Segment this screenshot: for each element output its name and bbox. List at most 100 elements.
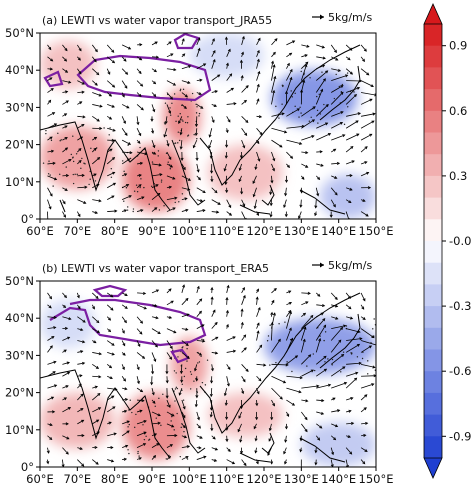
vector-arrow [331,324,347,330]
stipple-dot [131,411,133,414]
vector-arrow [345,187,353,191]
colorbar-tick-label: 0.6 [449,104,467,118]
vector-arrow [62,199,66,205]
vector-arrow [301,135,315,141]
stipple-dot [181,193,184,195]
stipple-dot [342,351,345,353]
vector-arrow [286,387,302,394]
vector-arrow [360,345,373,353]
vector-arrow [47,175,58,181]
vector-arrow [136,173,142,177]
y-tick-label: 50°N [5,274,34,288]
vector-arrow [77,434,85,438]
vector-arrow [255,411,259,421]
vector-arrow [121,420,130,425]
x-tick-label: 130°E [284,472,319,486]
vector-arrow [194,364,198,372]
x-tick-label: 80°E [101,472,129,486]
stipple-dot [122,160,124,162]
vector-arrow [286,52,293,58]
vector-arrow [106,328,112,333]
panel-a-reference-vector: 5kg/m/s [312,11,372,24]
y-tick-label: 50°N [5,26,34,40]
vector-arrow [252,175,257,185]
stipple-dot [103,127,105,129]
vector-arrow [107,182,117,189]
vector-arrow [301,314,314,329]
stipple-dot [89,178,91,180]
colorbar-ticks: 0.9 0.6 0.3 -0.0 -0.3 -0.6 -0.9 [442,39,471,443]
vector-arrow [47,315,57,319]
vector-arrow [62,100,69,105]
vector-arrow [92,445,98,450]
vector-arrow [360,199,366,202]
stipple-dot [181,119,183,121]
colorbar-level [424,89,442,112]
stipple-dot [300,70,302,73]
vector-arrow [192,139,198,149]
stipple-dot [175,372,177,374]
vector-arrow [330,353,345,365]
vector-arrow [77,447,83,450]
vector-arrow [77,56,81,61]
stipple-dot [127,449,129,451]
vector-arrow [62,159,72,165]
vector-arrow [284,423,288,430]
vector-arrow [136,457,142,461]
colorbar-level [424,197,442,220]
vector-arrow [106,406,116,413]
stipple-dot [327,358,329,360]
vector-arrow [329,211,333,218]
vector-arrow [122,398,129,402]
vector-arrow [106,316,112,321]
colorbar-level [424,284,442,307]
y-tick-label: 30°N [5,348,34,362]
panel-b-axes: 60°E 70°E 80°E 90°E 100°E 110°E 120°E 130°E 140°… [5,274,393,486]
stipple-dot [128,423,130,426]
vector-arrow [92,199,102,203]
vector-arrow [166,163,174,168]
vector-arrow [331,56,339,61]
vector-arrow [345,377,358,389]
shading-region [40,392,115,449]
vector-arrow [360,328,375,339]
colorbar-tick-label: -0.3 [449,299,471,313]
vector-arrow [226,336,236,341]
vector-arrow [77,340,86,344]
vector-arrow [62,173,70,178]
stipple-dot [162,393,164,395]
vector-arrow [77,124,85,129]
stipple-dot [70,153,73,156]
vector-arrow [286,337,294,353]
vector-arrow [107,127,116,132]
vector-arrow [166,140,170,147]
vector-arrow [286,309,292,317]
stipple-dot [138,455,140,457]
vector-arrow [283,447,287,455]
colorbar-level [424,371,442,394]
vector-arrow [225,309,229,317]
stipple-dot [186,360,188,362]
vector-arrow [196,310,202,317]
vector-arrow [314,199,318,209]
stipple-dot [182,346,184,348]
stipple-dot [275,105,277,108]
vector-arrow [92,211,99,214]
vector-arrow [211,104,218,107]
stipple-dot [184,121,187,124]
vector-arrow [62,292,67,299]
vector-arrow [224,399,228,406]
vector-arrow [107,446,114,450]
vector-arrow [240,321,244,329]
vector-arrow [181,456,189,460]
stipple-dot [139,146,141,149]
vector-arrow [345,447,353,455]
stipple-dot [300,112,302,114]
vector-arrow [315,435,321,441]
vector-arrow [225,296,229,305]
vector-arrow [256,363,267,367]
stipple-dot [126,209,129,211]
shading-region [301,422,376,467]
vector-arrow [286,375,303,380]
vector-arrow [47,187,53,197]
